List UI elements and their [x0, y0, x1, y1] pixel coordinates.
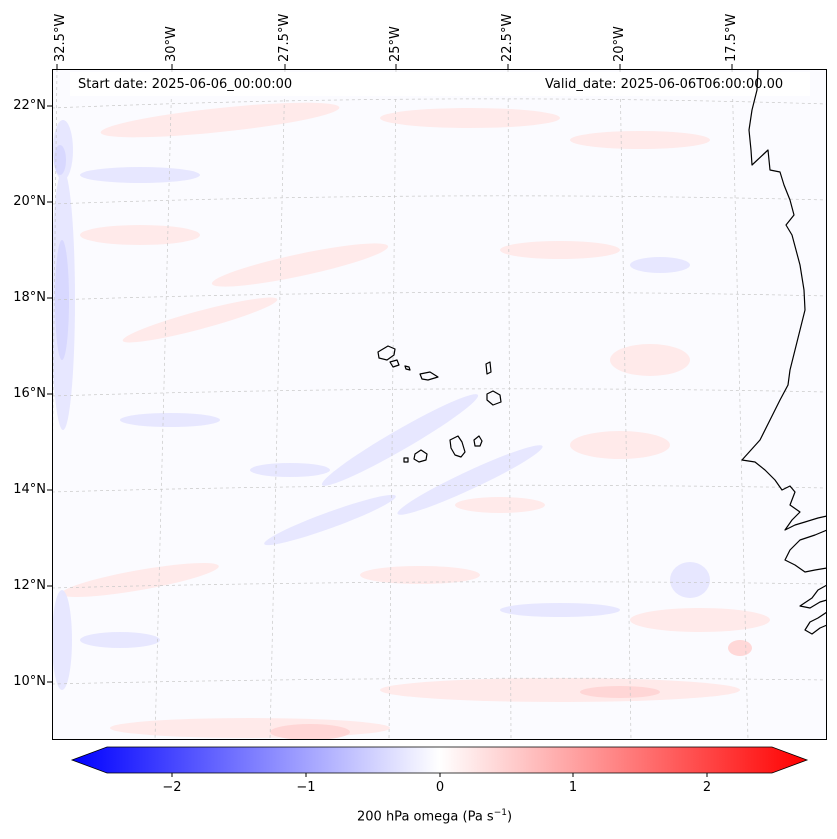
lon-label: 30°W	[164, 26, 179, 62]
colorbar-title-close: )	[506, 809, 513, 825]
lat-label: 22°N	[13, 98, 46, 113]
colorbar-title: 200 hPa omega (Pa s−1)	[357, 808, 512, 824]
lon-label: 32.5°W	[53, 13, 68, 62]
lat-label: 10°N	[13, 674, 46, 689]
graticule	[52, 69, 827, 740]
lat-label: 20°N	[13, 194, 46, 209]
lon-ticks	[56, 64, 733, 69]
colorbar-tick-label: 2	[702, 780, 712, 795]
lat-label: 18°N	[13, 290, 46, 305]
header-band	[70, 72, 810, 96]
colorbar-body	[70, 746, 809, 774]
lon-label: 25°W	[388, 26, 403, 62]
lat-label: 12°N	[13, 578, 46, 593]
colorbar-title-text: 200 hPa omega (Pa s	[357, 809, 494, 825]
start-date-label: Start date: 2025-06-06_00:00:00	[78, 77, 293, 92]
colorbar-tick-label: −1	[296, 780, 316, 795]
lon-label: 27.5°W	[277, 13, 292, 62]
lon-label: 17.5°W	[724, 13, 739, 62]
map-frame	[52, 69, 827, 740]
lat-label: 16°N	[13, 386, 46, 401]
colorbar-tick-label: 0	[435, 780, 445, 795]
omega-field	[52, 69, 827, 740]
coastline	[377, 69, 827, 635]
lat-ticks	[47, 105, 52, 683]
colorbar	[70, 746, 809, 777]
lon-label: 22.5°W	[500, 13, 515, 62]
colorbar-tick-label: −2	[162, 780, 182, 795]
colorbar-title-exponent: −1	[493, 808, 507, 818]
valid-date-label: Valid_date: 2025-06-06T06:00:00.00	[545, 77, 784, 92]
colorbar-tick-label: 1	[568, 780, 578, 795]
lat-label: 14°N	[13, 482, 46, 497]
lon-label: 20°W	[612, 26, 627, 62]
